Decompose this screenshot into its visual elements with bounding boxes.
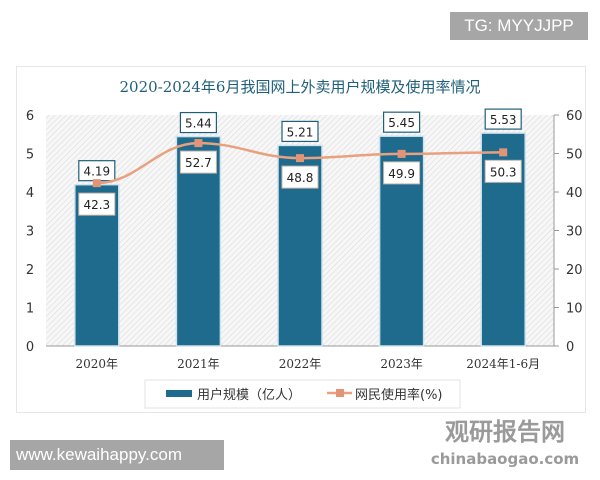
legend-bar-swatch: [166, 390, 192, 397]
x-tick-label: 2022年: [279, 357, 322, 371]
y-right-tick-label: 0: [566, 340, 574, 355]
legend-bar-label: 用户规模（亿人）: [197, 387, 301, 403]
y-left-tick-label: 0: [26, 340, 34, 355]
bar-data-label: 5.44: [185, 117, 212, 131]
y-right-tick-label: 60: [566, 109, 583, 124]
line-data-label-box: [179, 150, 217, 174]
chart-title: 2020-2024年6月我国网上外卖用户规模及使用率情况: [120, 78, 481, 96]
bar-data-label: 5.45: [388, 116, 415, 130]
y-right-tick-label: 10: [566, 302, 583, 317]
y-left-tick-label: 3: [26, 225, 34, 240]
line-data-label: 52.7: [185, 156, 212, 170]
y-left-tick-label: 6: [26, 109, 34, 124]
line-data-label: 42.3: [83, 198, 110, 212]
y-right-tick-label: 30: [566, 225, 583, 240]
x-tick-label: 2024年1-6月: [466, 357, 540, 371]
bar-data-label: 4.19: [83, 165, 110, 179]
bar-data-label: 5.53: [490, 113, 517, 127]
legend-box: [144, 379, 461, 409]
bar-data-label-box: [383, 111, 421, 133]
legend-line-marker: [336, 389, 344, 397]
logo-watermark-cn: 观研报告网: [445, 418, 565, 446]
line-marker: [499, 148, 508, 157]
line-marker: [194, 139, 203, 148]
x-tick-label: 2021年: [177, 357, 220, 371]
line-marker: [296, 154, 304, 163]
bar-data-label-box: [484, 108, 522, 130]
y-right-tick-label: 40: [566, 186, 583, 201]
bar-data-label: 5.21: [287, 125, 314, 139]
line-data-label-box: [383, 161, 421, 185]
y-left-tick-label: 1: [26, 302, 34, 317]
y-left-tick-label: 5: [26, 148, 34, 163]
watermark-tg: TG: MYYJJPP: [450, 12, 588, 40]
legend-line-label: 网民使用率(%): [355, 387, 443, 403]
y-left-tick-label: 4: [26, 186, 34, 201]
logo-watermark-en: chinabaogao.com: [431, 450, 579, 468]
line-data-label: 50.3: [490, 165, 517, 179]
y-right-tick-label: 50: [566, 148, 583, 163]
line-marker: [92, 179, 101, 188]
line-data-label: 48.8: [287, 171, 314, 185]
line-data-label: 49.9: [388, 167, 415, 181]
y-left-tick-label: 2: [26, 263, 34, 278]
bar-data-label-box: [179, 111, 217, 134]
line-data-label-box: [281, 165, 319, 189]
bar-data-label-box: [281, 120, 319, 143]
line-marker: [397, 149, 406, 158]
x-tick-label: 2020年: [76, 357, 119, 371]
chart-frame: [16, 66, 586, 413]
y-right-tick-label: 20: [566, 263, 583, 278]
line-data-label-box: [78, 192, 116, 216]
x-tick-label: 2023年: [380, 357, 423, 371]
line-data-label-box: [484, 159, 522, 183]
watermark-site: www.kewaihappy.com: [10, 440, 224, 470]
